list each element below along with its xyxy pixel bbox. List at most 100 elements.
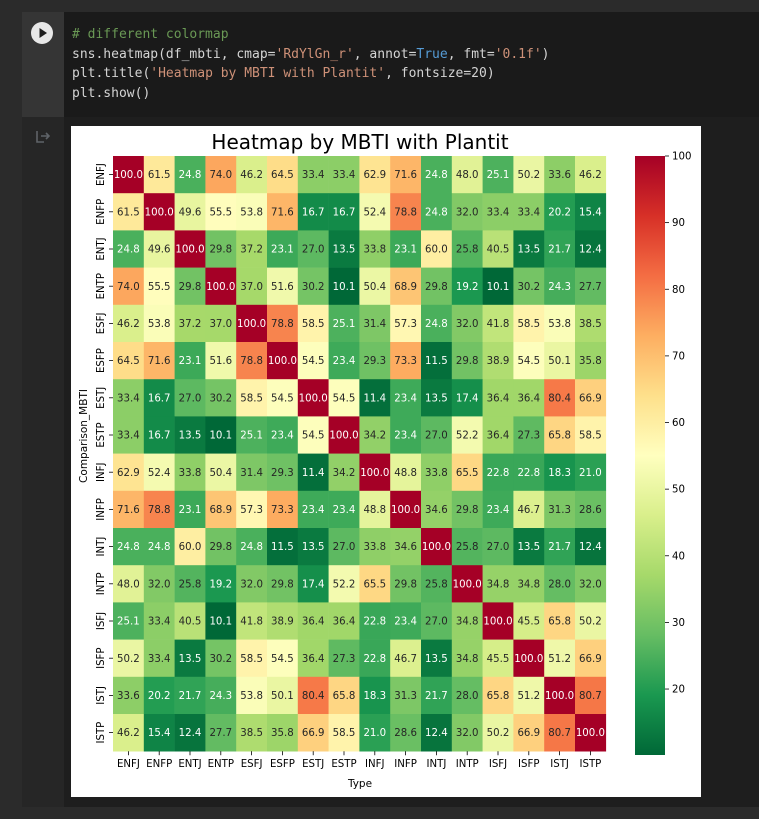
cell-annotation: 40.5 (487, 245, 510, 256)
cell-annotation: 78.8 (271, 319, 294, 330)
cell-annotation: 23.1 (394, 245, 417, 256)
x-tick-label: INTJ (426, 759, 446, 770)
heatmap-cell (328, 379, 360, 417)
cell-annotation: 50.1 (271, 691, 294, 702)
cell-annotation: 66.9 (302, 728, 325, 739)
output-arrow-icon[interactable] (35, 130, 51, 149)
cell-annotation: 35.8 (579, 356, 602, 367)
cell-annotation: 65.5 (456, 468, 479, 479)
y-tick-label: INTJ (96, 537, 107, 557)
heatmap-cell (544, 602, 576, 640)
cell-annotation: 54.5 (271, 393, 294, 404)
cell-annotation: 27.7 (579, 282, 602, 293)
heatmap-cell (297, 193, 329, 231)
x-tick-label: INFP (394, 759, 417, 770)
heatmap-cell (390, 267, 422, 306)
cell-annotation: 58.5 (240, 654, 263, 665)
cell-annotation: 13.5 (425, 654, 448, 665)
cell-annotation: 32.0 (148, 579, 171, 590)
cell-annotation: 50.2 (487, 728, 510, 739)
heatmap-cell (328, 193, 360, 231)
x-tick-label: ESFJ (241, 759, 263, 770)
heatmap-cell (544, 714, 576, 752)
cell-annotation: 80.7 (548, 728, 571, 739)
cell-annotation: 10.1 (209, 617, 232, 628)
cell-annotation: 29.3 (363, 356, 386, 367)
cell-annotation: 55.5 (148, 282, 171, 293)
heatmap-cell (421, 304, 453, 343)
heatmap-cell (575, 193, 607, 231)
cell-annotation: 23.1 (271, 245, 294, 256)
cell-annotation: 71.6 (148, 356, 171, 367)
cell-annotation: 60.0 (425, 245, 448, 256)
cell-annotation: 33.4 (302, 170, 325, 181)
cell-annotation: 78.8 (394, 207, 417, 218)
heatmap-cell (236, 639, 268, 678)
cell-annotation: 68.9 (394, 282, 417, 293)
cell-annotation: 31.4 (240, 468, 263, 479)
cell-annotation: 24.8 (425, 170, 448, 181)
cell-annotation: 52.2 (333, 579, 356, 590)
heatmap-cell (359, 490, 391, 529)
cell-annotation: 27.7 (209, 728, 232, 739)
cell-annotation: 12.4 (425, 728, 448, 739)
y-tick-label: ISTJ (96, 686, 107, 705)
cell-annotation: 23.4 (487, 505, 510, 516)
cell-annotation: 24.3 (209, 691, 232, 702)
cell-annotation: 25.8 (179, 579, 202, 590)
cell-annotation: 24.8 (117, 542, 140, 553)
cell-annotation: 34.8 (456, 654, 479, 665)
heatmap-cell (267, 342, 299, 380)
x-tick-label: ENTP (208, 759, 234, 770)
cell-annotation: 65.8 (548, 431, 571, 442)
y-tick-label: INFJ (96, 462, 107, 482)
cell-annotation: 48.8 (394, 468, 417, 479)
x-tick-label: INTP (456, 759, 479, 770)
cell-annotation: 20.2 (548, 207, 571, 218)
heatmap-cell (421, 528, 453, 566)
heatmap-cell (143, 342, 175, 380)
cell-annotation: 31.3 (394, 691, 417, 702)
colorbar (635, 156, 665, 755)
heatmap-cell (451, 342, 483, 380)
cell-annotation: 29.8 (425, 282, 448, 293)
heatmap-cell (451, 676, 483, 715)
heatmap-cell (513, 230, 545, 268)
cell-annotation: 30.2 (517, 282, 540, 293)
heatmap-cell (113, 267, 145, 306)
cell-annotation: 78.8 (148, 505, 171, 516)
heatmap-cell (205, 342, 237, 380)
heatmap-cell (421, 193, 453, 231)
cell-annotation: 38.9 (271, 617, 294, 628)
heatmap-cell (267, 714, 299, 752)
y-axis-label: Comparison_MBTI (78, 389, 90, 483)
cell-annotation: 30.2 (209, 393, 232, 404)
heatmap-cell (482, 714, 514, 752)
cell-annotation: 29.8 (394, 579, 417, 590)
heatmap-cell (143, 230, 175, 268)
heatmap-cell (113, 490, 145, 529)
cell-annotation: 36.4 (487, 431, 510, 442)
cell-annotation: 100.0 (576, 728, 605, 739)
cell-annotation: 11.4 (302, 468, 325, 479)
cell-annotation: 100.0 (145, 207, 174, 218)
cell-annotation: 21.7 (425, 691, 448, 702)
cell-annotation: 38.5 (579, 319, 602, 330)
cell-annotation: 18.3 (548, 468, 571, 479)
cell-annotation: 66.9 (517, 728, 540, 739)
cell-annotation: 74.0 (209, 170, 232, 181)
cell-annotation: 33.8 (425, 468, 448, 479)
heatmap-cell (267, 639, 299, 678)
cell-annotation: 34.6 (425, 505, 448, 516)
cell-annotation: 13.5 (179, 431, 202, 442)
heatmap-cell (143, 714, 175, 752)
cell-annotation: 10.1 (209, 431, 232, 442)
code-editor[interactable]: # different colormap sns.heatmap(df_mbti… (64, 12, 759, 117)
cell-annotation: 23.1 (179, 505, 202, 516)
heatmap-cell (267, 304, 299, 343)
x-tick-label: ISTP (579, 759, 601, 770)
run-cell-button[interactable] (31, 22, 53, 44)
cell-annotation: 34.8 (517, 579, 540, 590)
cell-annotation: 52.4 (148, 468, 171, 479)
cell-annotation: 60.0 (179, 542, 202, 553)
